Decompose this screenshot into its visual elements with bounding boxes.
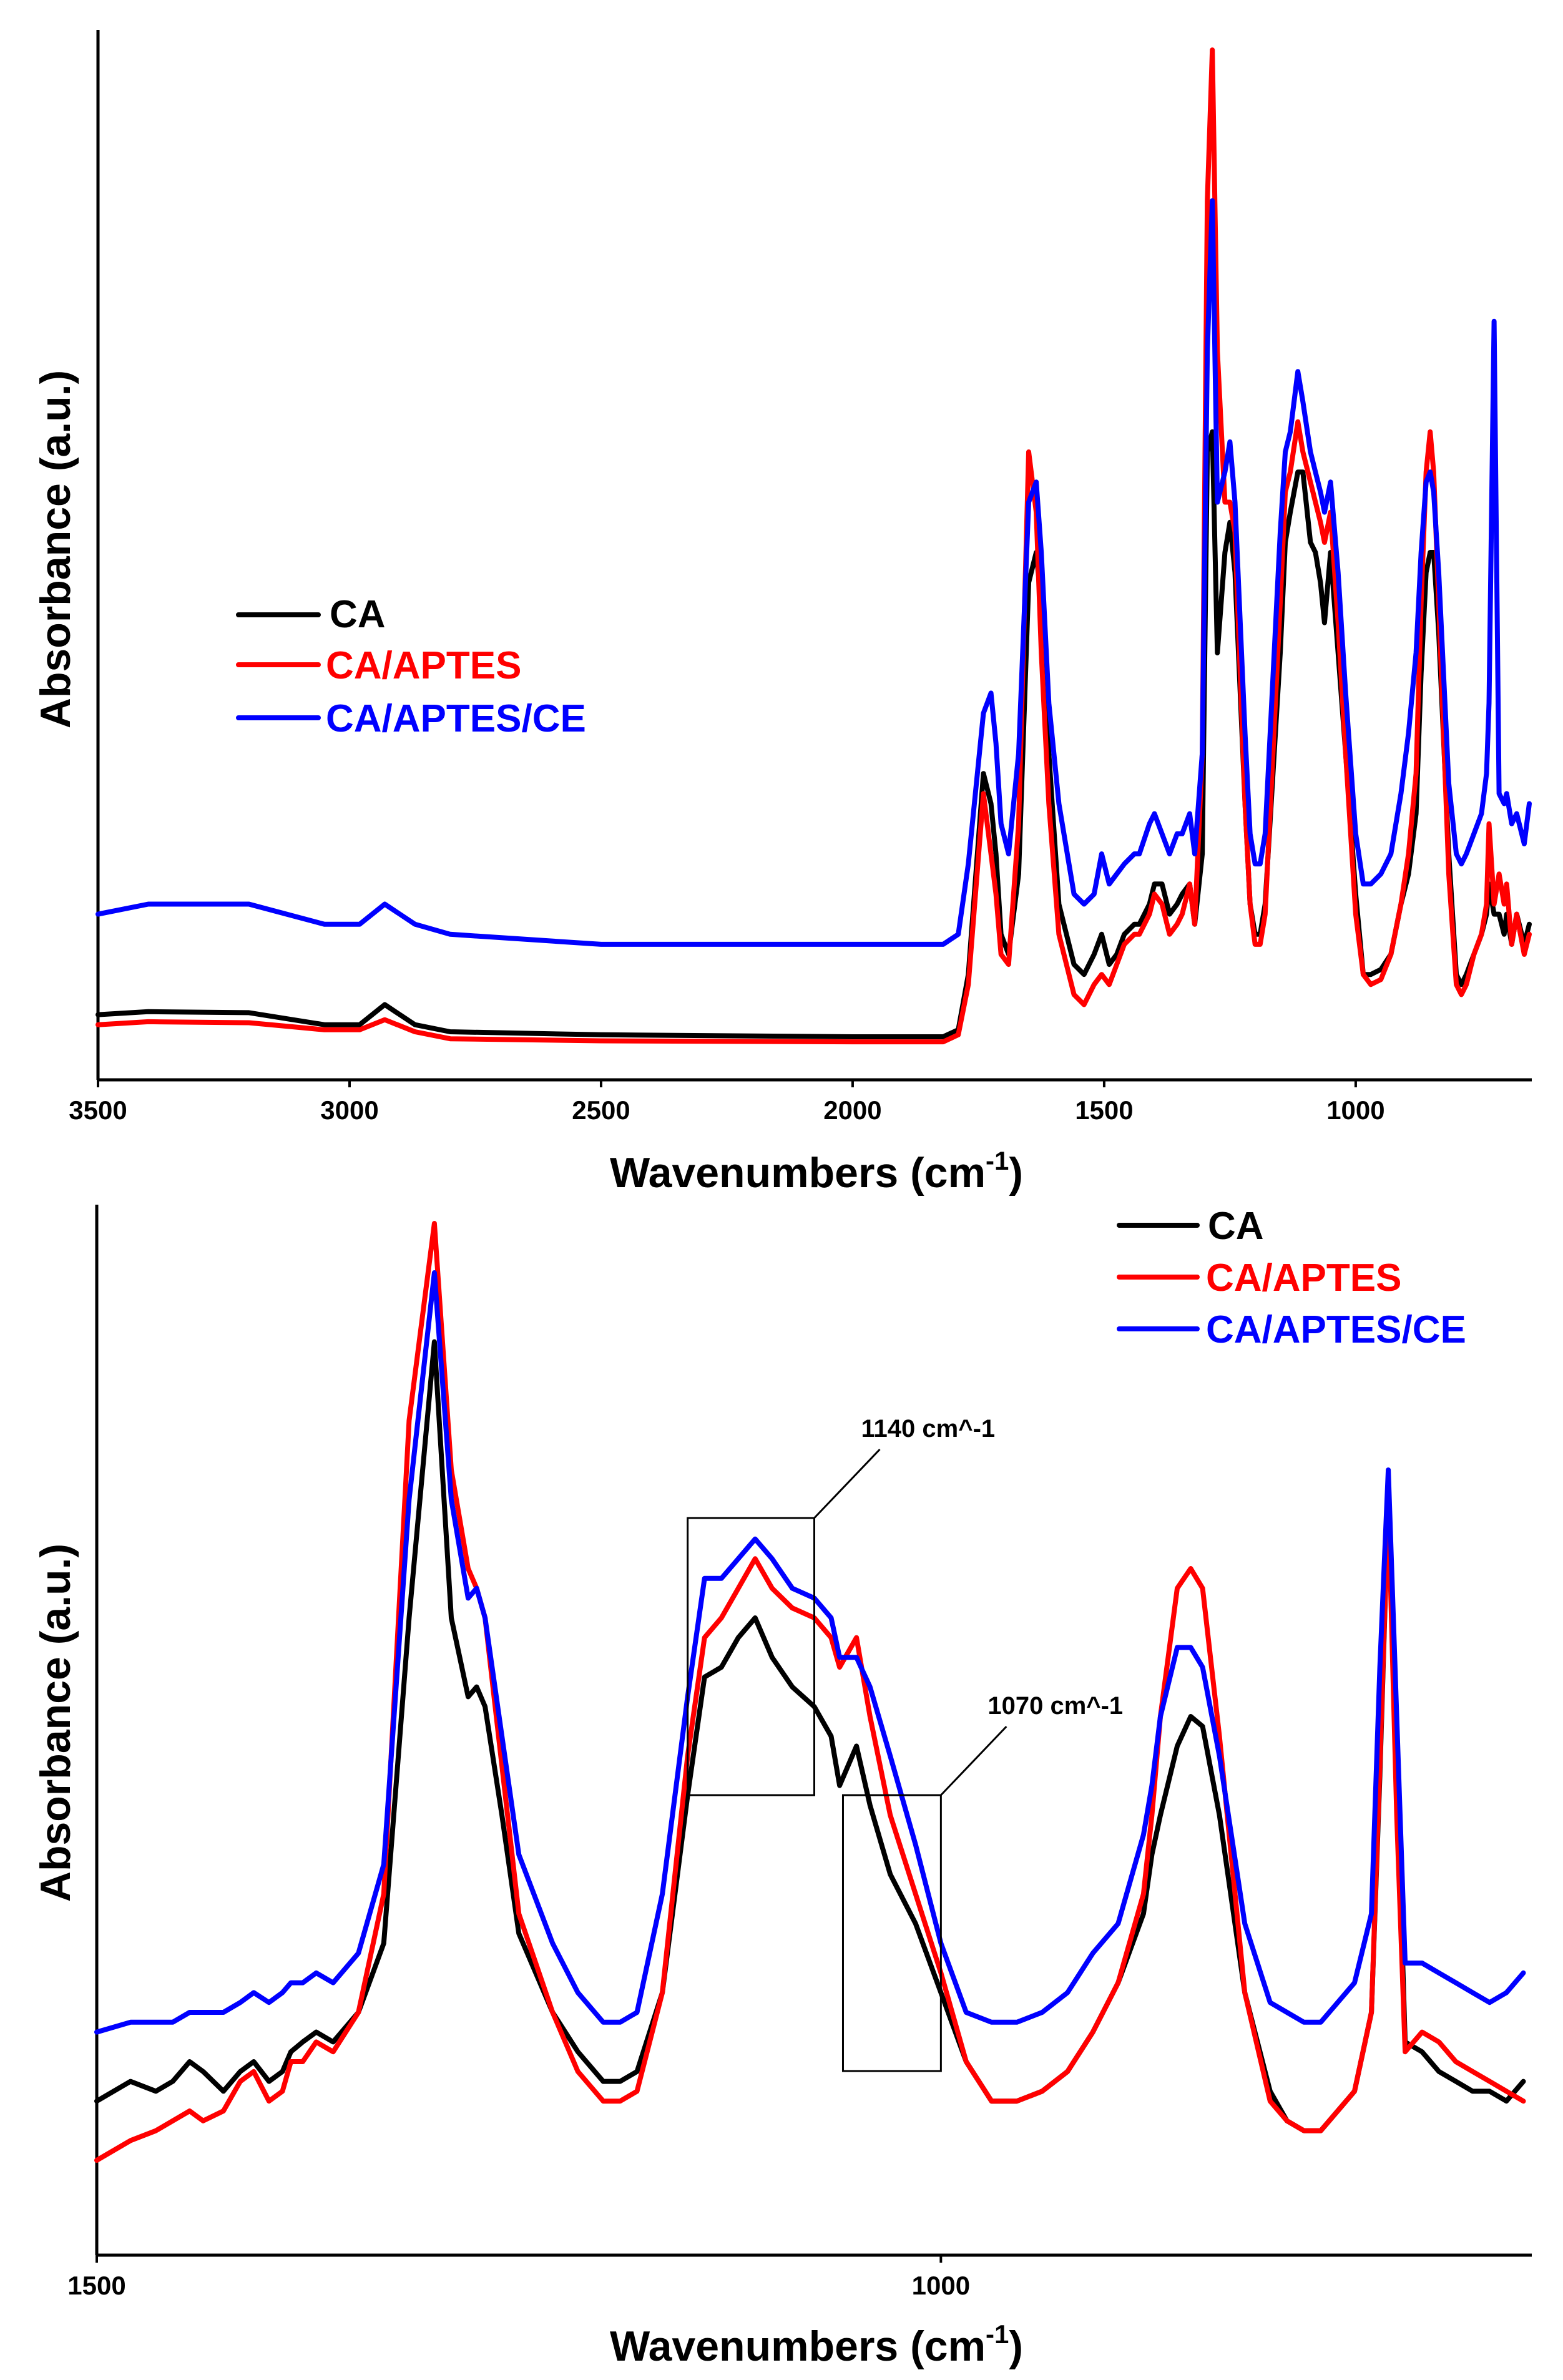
series-line-ca-aptes bbox=[96, 47, 1532, 1045]
annotation-box bbox=[841, 1794, 942, 2072]
x-axis-title-close: ) bbox=[1009, 1149, 1023, 1197]
legend-label-ca-aptes: CA/APTES bbox=[326, 644, 521, 687]
full-range-spectrum-chart: 3500 3000 2500 2000 1500 1000 Absorbance (a.u… bbox=[32, 30, 1532, 1197]
x-tick-label: 1000 bbox=[912, 2271, 970, 2300]
x-tick-label: 1000 bbox=[1326, 1095, 1384, 1125]
x-tick-label: 2500 bbox=[572, 1095, 630, 1125]
x-tick-label: 3000 bbox=[320, 1095, 378, 1125]
legend: CA CA/APTES CA/APTES/CE bbox=[236, 593, 586, 740]
series-line-ca-aptes bbox=[94, 1221, 1526, 2163]
legend-label-ca-aptes-ce: CA/APTES/CE bbox=[326, 697, 586, 740]
series-line-ca bbox=[94, 1339, 1526, 2133]
legend-label-ca: CA bbox=[1208, 1205, 1264, 1248]
annotation-box bbox=[687, 1517, 816, 1796]
annotation-leader bbox=[940, 1725, 1007, 1796]
x-tick-label: 2000 bbox=[823, 1095, 881, 1125]
x-tick-label: 1500 bbox=[67, 2271, 125, 2300]
legend-label-ca-aptes: CA/APTES bbox=[1206, 1256, 1401, 1300]
annotation-leader bbox=[813, 1448, 881, 1519]
x-axis-title-close: ) bbox=[1009, 2323, 1023, 2370]
legend-label-ca-aptes-ce: CA/APTES/CE bbox=[1206, 1308, 1466, 1351]
annotation-label: 1070 cm^-1 bbox=[987, 1692, 1123, 1720]
annotation-label: 1140 cm^-1 bbox=[861, 1415, 996, 1442]
x-tick-label: 1500 bbox=[1075, 1095, 1133, 1125]
x-axis-title: Wavenumbers (cm-1) bbox=[610, 2319, 1023, 2370]
legend-label-ca: CA bbox=[330, 593, 386, 636]
x-tick-label: 3500 bbox=[69, 1095, 127, 1125]
legend: CA CA/APTES CA/APTES/CE bbox=[1117, 1205, 1466, 1351]
x-axis-title-superscript: -1 bbox=[986, 1146, 1009, 1175]
x-axis-title-main: Wavenumbers (cm bbox=[610, 1149, 986, 1197]
series-line-ca-aptes-ce bbox=[94, 1270, 1526, 2035]
x-axis-title-main: Wavenumbers (cm bbox=[610, 2323, 986, 2370]
y-axis-title: Absorbance (a.u.) bbox=[32, 1544, 79, 1902]
x-axis-title: Wavenumbers (cm-1) bbox=[610, 1146, 1023, 1197]
x-axis-title-superscript: -1 bbox=[986, 2319, 1009, 2349]
series-line-ca-aptes-ce bbox=[96, 198, 1532, 947]
y-axis-title: Absorbance (a.u.) bbox=[32, 370, 79, 728]
zoomed-spectrum-chart: 1500 1000 1140 cm^-1 1070 cm^-1 Absorbance… bbox=[32, 1205, 1532, 2370]
